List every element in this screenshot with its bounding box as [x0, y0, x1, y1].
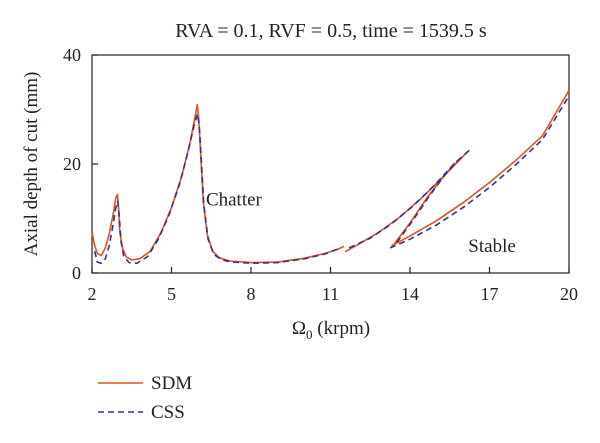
legend: SDM CSS: [98, 373, 192, 423]
series-layer: [91, 89, 570, 264]
x-tick-label: 2: [88, 284, 97, 304]
series-line-sdm: [91, 103, 345, 264]
annotations: Chatter Stable: [206, 189, 516, 256]
series-line-sdm: [344, 151, 468, 253]
series-line-css: [389, 95, 570, 249]
series-line-css: [396, 160, 459, 243]
x-tick-label: 20: [560, 284, 578, 304]
y-axis-label: Axial depth of cut (mm): [21, 72, 42, 257]
x-tick-label: 11: [322, 284, 339, 304]
x-tick-label: 17: [481, 284, 499, 304]
x-tick-label: 14: [401, 284, 419, 304]
series-line-css: [348, 147, 473, 249]
x-tick-label: 8: [247, 284, 256, 304]
legend-label-css: CSS: [151, 402, 185, 423]
y-tick-label: 40: [63, 45, 81, 65]
x-axis: 2 5 8 11 14 17 20: [88, 267, 578, 304]
y-tick-label: 20: [63, 154, 81, 174]
series-css: [93, 95, 570, 264]
series-line-sdm: [391, 89, 570, 247]
annotation-chatter: Chatter: [206, 189, 263, 210]
series-line-sdm: [393, 162, 456, 245]
y-axis: 0 20 40: [63, 45, 98, 283]
annotation-stable: Stable: [468, 236, 516, 257]
x-tick-label: 5: [167, 284, 176, 304]
x-axis-label: Ω0 (krpm): [292, 318, 370, 342]
y-tick-label: 0: [72, 263, 81, 283]
legend-label-sdm: SDM: [151, 373, 192, 394]
chart-title: RVA = 0.1, RVF = 0.5, time = 1539.5 s: [175, 20, 487, 42]
